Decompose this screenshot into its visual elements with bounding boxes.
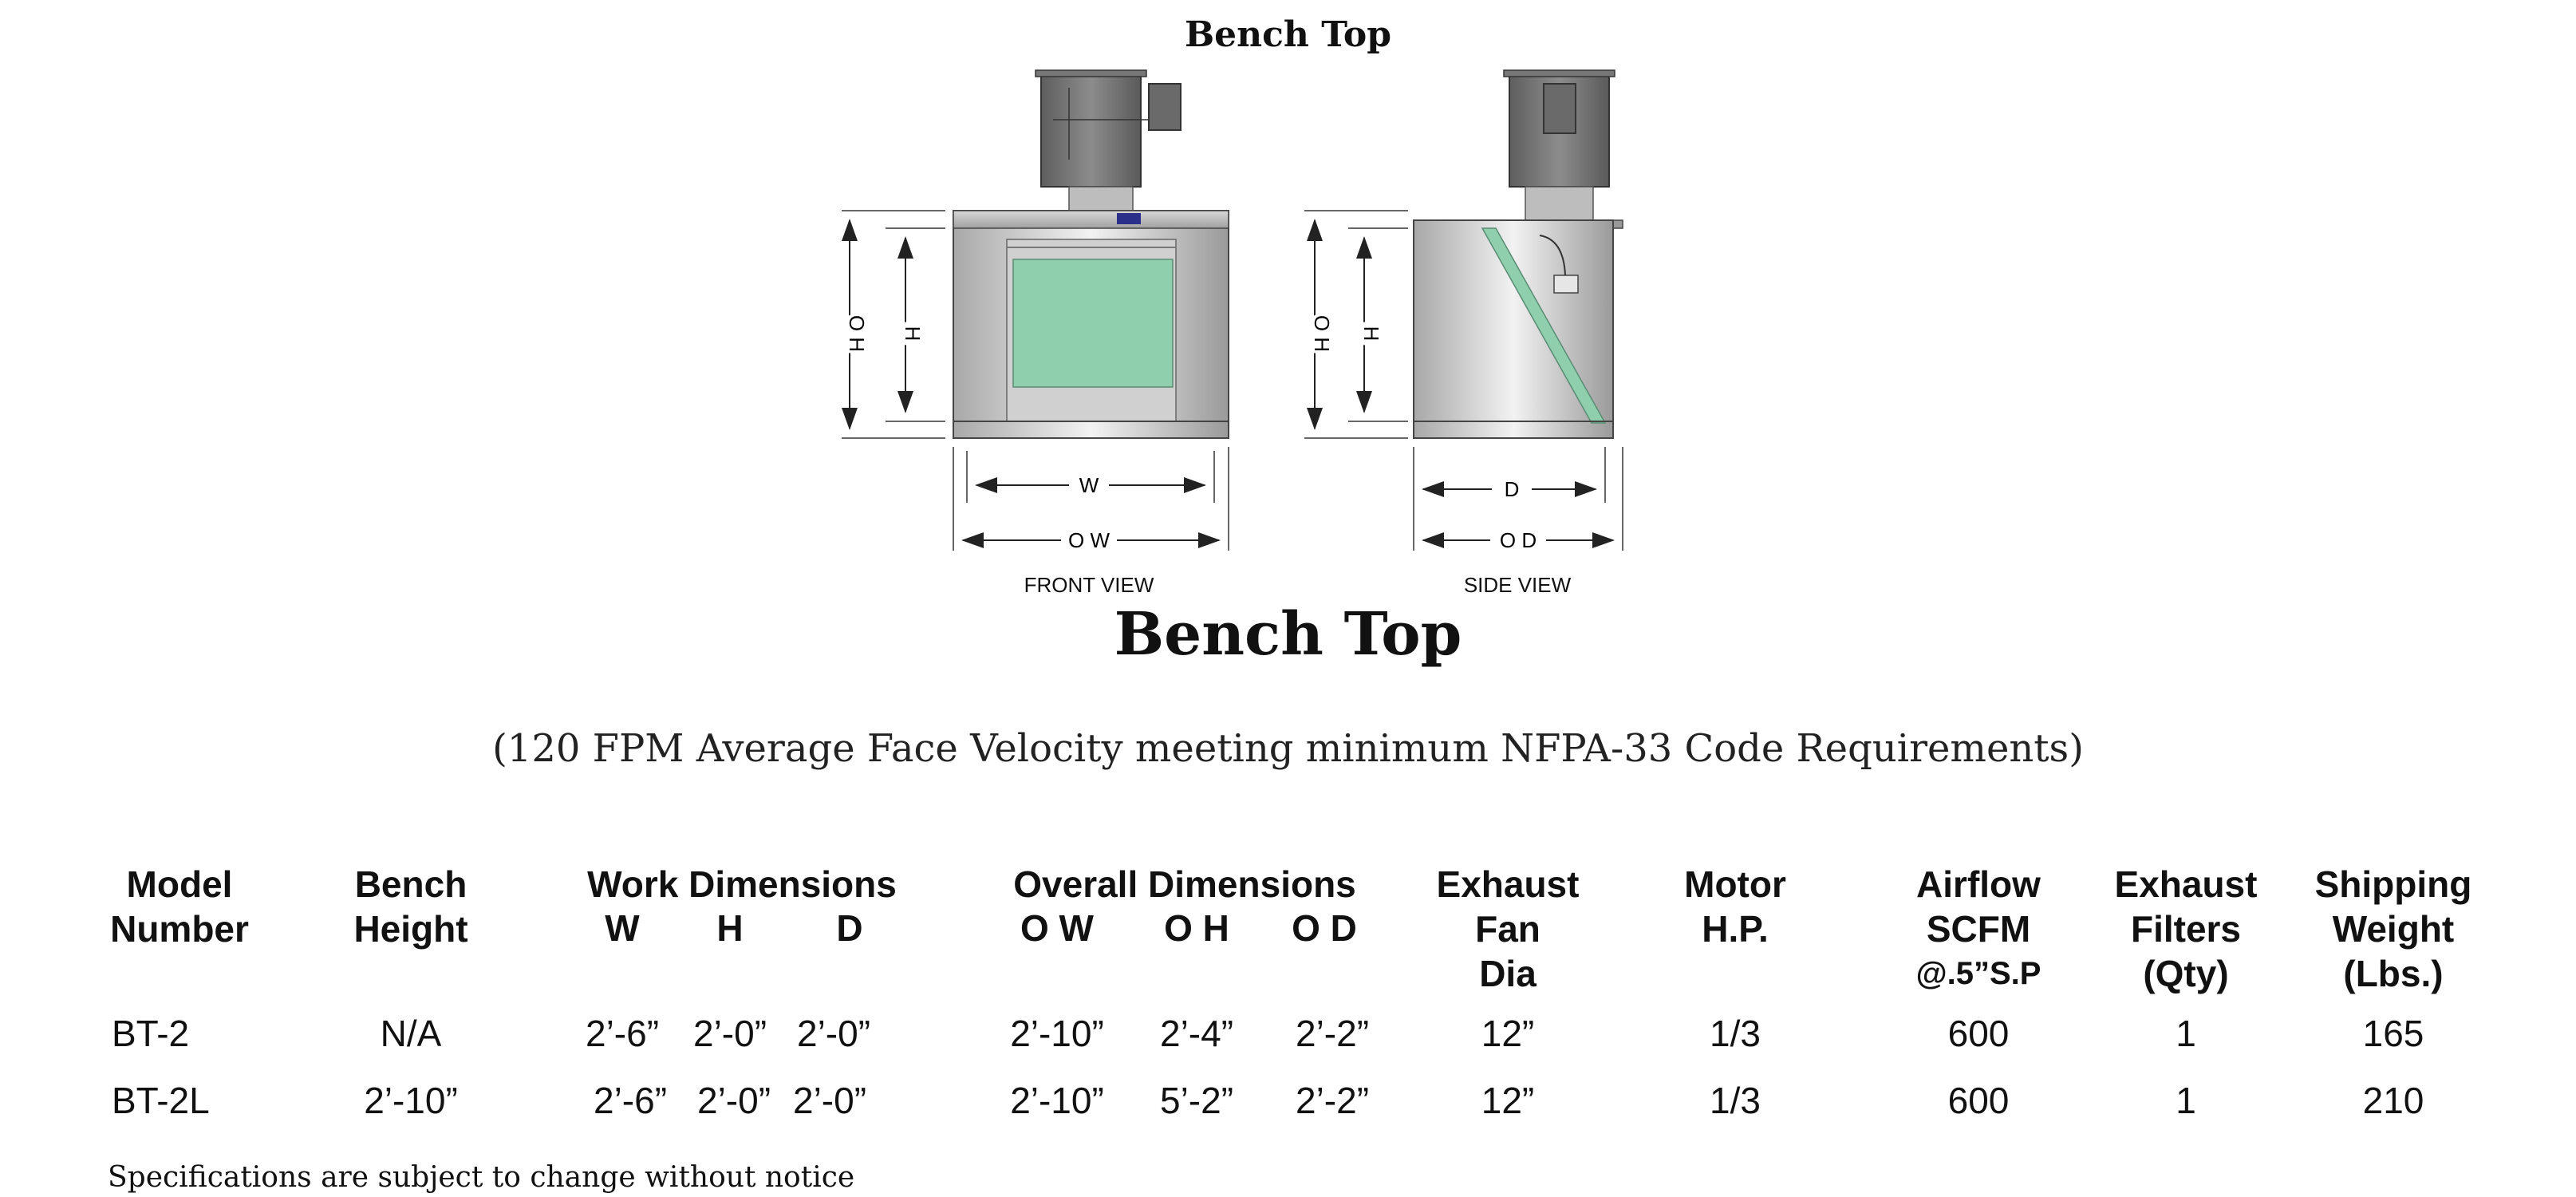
cell-fan: 12” — [1481, 1080, 1535, 1121]
side-od-label: O D — [1500, 528, 1537, 552]
header-work-dimensions: Work Dimensions — [587, 863, 897, 905]
exhaust-filter — [1012, 259, 1174, 388]
cell-fan: 12” — [1481, 1013, 1535, 1054]
cell-od: 2’-2” — [1295, 1080, 1370, 1121]
front-oh-label: O H — [845, 315, 869, 352]
cell-od: 2’-2” — [1295, 1013, 1370, 1054]
cell-weight: 165 — [2362, 1013, 2424, 1054]
cell-weight: 210 — [2362, 1080, 2424, 1121]
front-h-label: H — [901, 326, 925, 342]
fan-housing — [1040, 73, 1142, 188]
cell-h: 2’-0” — [696, 1080, 771, 1121]
front-view-label: FRONT VIEW — [1024, 573, 1154, 597]
cell-oh: 5’-2” — [1159, 1080, 1234, 1121]
cell-w: 2’-6” — [593, 1080, 668, 1121]
front-view: OH O H H H W O W — [839, 69, 1229, 552]
cell-model: BT-2 — [112, 1013, 190, 1054]
side-filter — [1481, 227, 1607, 424]
header-overall-ow: O W — [1020, 907, 1094, 949]
cell-airflow: 600 — [1947, 1013, 2010, 1054]
cell-airflow: 600 — [1947, 1080, 2010, 1121]
front-w-label: W — [1079, 473, 1099, 497]
header-overall-od: O D — [1292, 907, 1357, 949]
header-bench-height: Bench Height — [353, 863, 468, 950]
cell-bench: N/A — [380, 1013, 442, 1054]
drawing-title: Bench Top — [1184, 14, 1392, 55]
cell-w: 2’-6” — [585, 1013, 660, 1054]
cell-ow: 2’-10” — [1010, 1080, 1104, 1121]
side-view-label: SIDE VIEW — [1463, 573, 1572, 597]
header-airflow: Airflow SCFM @.5”S.P — [1915, 863, 2041, 991]
header-work-d: D — [836, 907, 863, 949]
side-h-label: H — [1359, 326, 1383, 342]
cell-d: 2’-0” — [792, 1080, 867, 1121]
cell-model: BT-2L — [112, 1080, 210, 1121]
side-d-label: D — [1505, 477, 1520, 501]
page-title: Bench Top — [1114, 600, 1462, 669]
header-work-h: H — [716, 907, 744, 949]
front-ow-label: O W — [1068, 528, 1110, 552]
logo-badge — [1117, 213, 1141, 224]
cell-ow: 2’-10” — [1010, 1013, 1104, 1054]
header-weight: Shipping Weight (Lbs.) — [2314, 863, 2472, 994]
header-motor: Motor H.P. — [1684, 863, 1786, 950]
footnote: Specifications are subject to change wit… — [108, 1161, 855, 1194]
cell-motor: 1/3 — [1710, 1013, 1761, 1054]
motor-icon — [1148, 83, 1181, 131]
cell-bench: 2’-10” — [364, 1080, 458, 1121]
cell-filters: 1 — [2176, 1013, 2196, 1054]
header-exhaust-fan: Exhaust Fan Dia — [1436, 863, 1580, 994]
side-oh-label: O H — [1310, 315, 1334, 352]
page-subtitle: (120 FPM Average Face Velocity meeting m… — [492, 726, 2084, 771]
cell-filters: 1 — [2176, 1080, 2196, 1121]
header-overall-dimensions: Overall Dimensions — [1013, 863, 1356, 905]
cell-d: 2’-0” — [796, 1013, 871, 1054]
header-model: Model Number — [110, 863, 249, 950]
header-overall-oh: O H — [1164, 907, 1229, 949]
cell-motor: 1/3 — [1710, 1080, 1761, 1121]
svg-text:OH: OH — [1310, 318, 1334, 350]
bench-top-drawing: OH O H H H W O W OH O H H — [839, 69, 1623, 552]
svg-text:OH: OH — [845, 318, 869, 350]
header-work-w: W — [605, 907, 640, 949]
cell-oh: 2’-4” — [1159, 1013, 1234, 1054]
side-view: OH O H H H D O D — [1304, 69, 1623, 552]
header-filters: Exhaust Filters (Qty) — [2114, 863, 2258, 994]
cell-h: 2’-0” — [692, 1013, 767, 1054]
